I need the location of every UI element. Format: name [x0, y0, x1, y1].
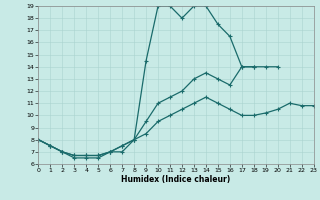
X-axis label: Humidex (Indice chaleur): Humidex (Indice chaleur) — [121, 175, 231, 184]
